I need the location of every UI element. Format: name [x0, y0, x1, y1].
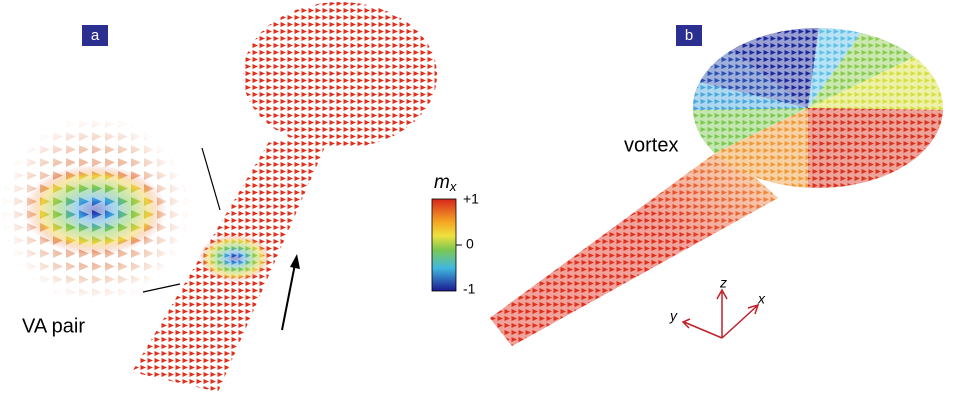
colorbar-title-main: m	[434, 172, 450, 193]
panel-label: a	[91, 27, 100, 44]
panel-b: b vortex z x y	[490, 20, 950, 346]
disk	[243, 2, 437, 148]
colorbar-tick-label: 0	[466, 236, 474, 252]
panel-a: a VA pair	[0, 2, 437, 392]
inset	[0, 110, 190, 310]
figure: a VA pair mx +1 0 -1 b	[0, 0, 964, 395]
colorbar-title: mx	[434, 172, 457, 194]
arrow-head	[290, 254, 300, 269]
axis-label: y	[669, 308, 678, 324]
direction-arrow	[282, 264, 295, 330]
panel-label: b	[685, 27, 693, 44]
axis-label: z	[719, 275, 727, 291]
strip-arrows	[490, 148, 778, 346]
annotation: VA pair	[22, 315, 85, 337]
inset-line	[143, 284, 180, 292]
colorbar: mx +1 0 -1	[432, 172, 479, 297]
coordinate-axes	[683, 290, 758, 338]
colorbar-gradient	[432, 199, 456, 291]
axis-label: x	[757, 291, 766, 307]
inset-line	[202, 148, 220, 210]
colorbar-tick-label: +1	[463, 191, 479, 207]
colorbar-subscript: x	[449, 179, 457, 194]
colorbar-tick-label: -1	[463, 281, 476, 297]
spot-arrows	[199, 234, 271, 282]
annotation: vortex	[624, 134, 678, 156]
